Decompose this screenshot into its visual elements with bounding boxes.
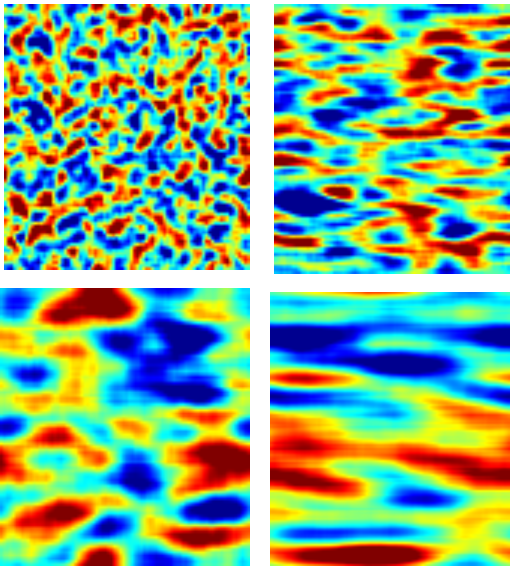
field-panel-coarse (0, 288, 250, 566)
field-image-smooth (270, 292, 510, 566)
field-panel-medium (274, 4, 510, 274)
field-image-medium (274, 4, 510, 274)
field-image-coarse (0, 288, 250, 566)
field-panel-fine (4, 4, 250, 270)
field-image-fine (4, 4, 250, 270)
field-panel-smooth (270, 292, 510, 566)
